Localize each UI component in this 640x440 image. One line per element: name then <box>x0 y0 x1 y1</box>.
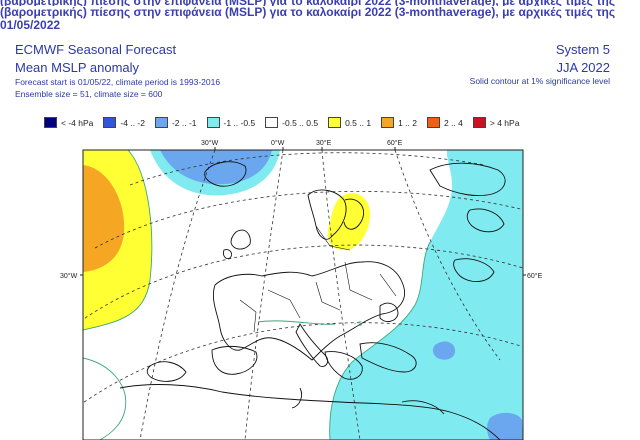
contour-label: -.5 <box>354 321 362 328</box>
forecast-title: ECMWF Seasonal Forecast <box>15 42 177 57</box>
season-label: JJA 2022 <box>556 60 611 75</box>
legend-label: 0.5 .. 1 <box>345 117 372 128</box>
legend-item: 0.5 .. 1 <box>328 117 371 128</box>
legend-item: -1 .. -0.5 <box>206 117 256 128</box>
legend-label: -1 .. -0.5 <box>223 117 256 128</box>
ensemble-info: Ensemble size = 51, climate size = 600 <box>15 89 163 99</box>
legend-swatch <box>328 117 342 128</box>
legend-swatch <box>103 117 117 128</box>
article-caption: (βαρομετρικής) πίεσης στην επιφάνεια (MS… <box>0 0 640 32</box>
legend-item: -4 .. -2 <box>103 117 145 128</box>
legend-item: > 4 hPa <box>472 117 520 128</box>
color-legend: < -4 hPa -4 .. -2 -2 .. -1 -1 .. -0.5 -0… <box>44 117 529 128</box>
lon-label-30w: 30°W <box>201 139 219 147</box>
legend-label: < -4 hPa <box>61 117 94 128</box>
legend-item: -2 .. -1 <box>154 117 197 128</box>
legend-swatch <box>381 117 395 128</box>
coastlines <box>119 161 506 440</box>
borders <box>239 225 397 333</box>
forecast-subtitle: Mean MSLP anomaly <box>15 60 140 75</box>
negative-anomaly-region-east <box>329 150 523 440</box>
significance-contour <box>257 320 336 325</box>
legend-item: 2 .. 4 <box>426 117 463 128</box>
lon-label-60e: 60°E <box>387 139 403 147</box>
legend-label: -0.5 .. 0.5 <box>282 117 319 128</box>
legend-item: 1 .. 2 <box>381 117 417 128</box>
legend-label: 2 .. 4 <box>443 117 463 128</box>
lat-label-left: 30°W <box>60 272 78 280</box>
legend-label: > 4 hPa <box>489 117 520 128</box>
lon-label-0w: 0°W <box>271 139 285 147</box>
caption-line-1: (βαρομετρικής) πίεσης στην επιφάνεια (MS… <box>0 6 616 19</box>
significance-contour <box>329 241 431 440</box>
lat-label-right: 60°E <box>527 272 543 280</box>
legend-swatch <box>426 117 440 128</box>
legend-label: -2 .. -1 <box>171 117 197 128</box>
legend-label: -4 .. -2 <box>120 117 145 128</box>
significance-contour <box>83 357 127 440</box>
top-ticks <box>80 147 526 276</box>
map-frame <box>82 149 524 440</box>
moderate-negative-anomaly-east <box>432 341 456 360</box>
legend-item: < -4 hPa <box>44 117 93 128</box>
legend-swatch <box>472 117 486 128</box>
positive-anomaly-region-scandinavia <box>327 193 371 251</box>
legend-swatch <box>44 117 57 128</box>
legend-swatch <box>206 117 220 128</box>
significance-note: Solid contour at 1% significance level <box>469 76 610 86</box>
system-label: System 5 <box>555 42 610 57</box>
legend-swatch <box>154 117 168 128</box>
legend-swatch <box>265 117 279 128</box>
caption-line-cut: (βαρομετρικής) πίεσης στην επιφάνεια (MS… <box>0 0 640 6</box>
caption-line-2: 01/05/2022 <box>0 19 61 32</box>
moderate-negative-anomaly-north-atlantic <box>160 150 272 185</box>
legend-item: -0.5 .. 0.5 <box>265 117 318 128</box>
lon-label-30e: 30°E <box>316 139 332 147</box>
significance-contour <box>83 150 153 331</box>
moderate-negative-anomaly-southeast <box>487 412 523 440</box>
forecast-start-info: Forecast start is 01/05/22, climate peri… <box>15 77 221 87</box>
legend-label: 1 .. 2 <box>398 117 417 128</box>
strong-positive-anomaly-region <box>83 165 125 272</box>
